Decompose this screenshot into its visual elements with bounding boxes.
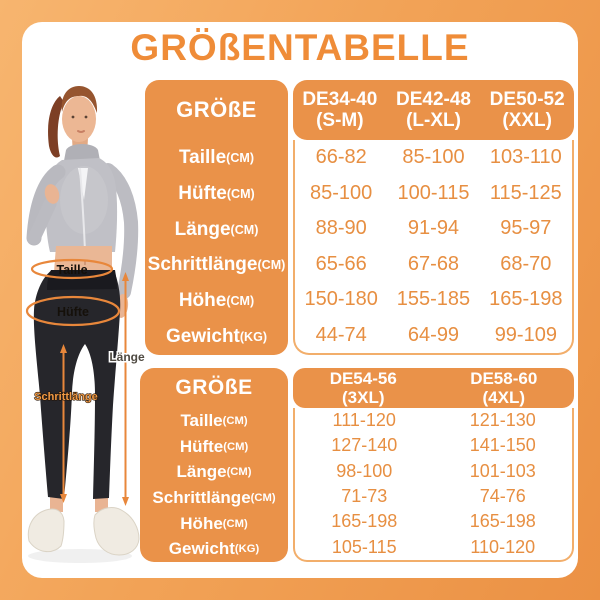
size-code: DE50-52: [489, 88, 565, 110]
size-value-cell: 99-109: [494, 323, 557, 346]
schrittlaenge-annotation-label: Schrittlänge: [34, 391, 98, 403]
table2-corner-label: GRÖßE: [175, 376, 253, 399]
size-fit: (L-XL): [406, 110, 461, 131]
table1-corner-label: GRÖßE: [176, 97, 257, 122]
hand: [44, 184, 60, 204]
table1-values-grid: 66-82 85-100 103-110 85-100 100-115 115-125 88…: [293, 140, 574, 355]
size-value-cell: 165-198: [489, 288, 563, 311]
row-label: Taille (CM): [178, 146, 254, 168]
column-header: DE34-40 (S-M): [293, 80, 387, 140]
arrow-up-icon: [60, 344, 67, 353]
table2-size-header: DE54-56 (3XL) DE58-60 (4XL): [293, 368, 574, 408]
row-label: Hüfte (CM): [179, 436, 249, 456]
ankle: [95, 496, 108, 512]
size-fit: (3XL): [342, 388, 385, 407]
lips: [77, 130, 85, 133]
size-value-cell: 71-73: [341, 486, 388, 507]
row-label: Taille (CM): [180, 410, 248, 430]
laenge-annotation-label: Länge: [109, 350, 145, 364]
table1-size-header: DE34-40 (S-M) DE42-48 (L-XL) DE50-52 (XX…: [293, 80, 574, 140]
huefte-measure-ellipse: [25, 295, 121, 327]
floor-shadow: [28, 549, 132, 563]
arrow-down-icon: [60, 494, 67, 503]
row-label: Länge (CM): [176, 462, 252, 482]
midriff: [54, 246, 112, 272]
size-value-cell: 95-97: [500, 217, 552, 240]
size-value-cell: 155-185: [396, 288, 471, 311]
size-value-cell: 85-100: [310, 181, 373, 204]
size-value-cell: 91-94: [407, 217, 460, 240]
huefte-annotation-label: Hüfte: [57, 305, 89, 319]
leggings: [33, 270, 121, 499]
hair: [61, 86, 98, 113]
size-value-cell: 64-99: [407, 323, 460, 346]
column-header: DE50-52 (XXL): [480, 80, 574, 140]
zipper: [79, 167, 86, 253]
arrow-up-icon: [122, 272, 129, 281]
size-value-cell: 67-68: [407, 252, 460, 275]
jacket-forearm: [27, 197, 57, 245]
column-header: DE54-56 (3XL): [293, 368, 434, 408]
size-value-cell: 165-198: [331, 511, 398, 532]
size-value-cell: 66-82: [315, 146, 367, 169]
table1-label-column: GRÖßE Taille (CM) Hüfte (CM) Länge (CM) Schrit…: [145, 80, 288, 355]
row-label: Gewicht (KG): [168, 539, 260, 559]
jacket-sleeve: [101, 163, 139, 299]
size-fit: (4XL): [482, 388, 526, 407]
size-code: DE58-60: [470, 368, 538, 388]
row-label: Höhe (CM): [180, 513, 248, 533]
size-value-cell: 141-150: [469, 435, 536, 456]
table2-label-column: GRÖßE Taille (CM) Hüfte (CM) Länge (CM) Schrit…: [140, 368, 288, 562]
size-fit: (XXL): [502, 110, 552, 131]
size-value-cell: 74-76: [479, 486, 526, 507]
eye: [84, 115, 88, 119]
row-label: Gewicht (KG): [165, 326, 268, 348]
size-value-cell: 105-115: [331, 536, 397, 557]
size-code: DE42-48: [396, 88, 471, 110]
size-code: DE34-40: [302, 88, 378, 110]
size-code: DE54-56: [329, 368, 397, 388]
size-value-cell: 85-100: [402, 146, 465, 169]
size-value-cell: 98-100: [336, 460, 393, 481]
row-label: Schrittlänge (CM): [152, 487, 276, 507]
ponytail: [48, 96, 64, 158]
taille-annotation-label: Taille: [56, 263, 87, 277]
sneaker: [93, 507, 140, 556]
column-header: DE58-60 (4XL): [434, 368, 575, 408]
size-value-cell: 165-198: [469, 511, 536, 532]
arrow-down-icon: [122, 497, 129, 506]
size-value-cell: 101-103: [469, 460, 536, 481]
eye: [71, 115, 75, 119]
model-photo: Taille Hüfte Länge Schrittlänge: [25, 86, 146, 563]
size-value-cell: 110-120: [470, 536, 536, 557]
row-label: Höhe (CM): [178, 290, 255, 312]
ankle: [50, 494, 63, 512]
size-value-cell: 127-140: [331, 435, 398, 456]
row-label: Länge (CM): [174, 218, 259, 240]
size-fit: (S-M): [316, 110, 364, 131]
row-label: Hüfte (CM): [178, 182, 255, 204]
size-value-cell: 88-90: [315, 217, 367, 240]
size-value-cell: 111-120: [332, 410, 396, 431]
sneaker: [27, 508, 65, 553]
size-value-cell: 68-70: [500, 252, 552, 275]
taille-measure-ellipse: [30, 258, 114, 280]
size-value-cell: 100-115: [397, 181, 470, 204]
face: [62, 96, 96, 142]
column-header: DE42-48 (L-XL): [387, 80, 481, 140]
page-title: GRÖßENTABELLE: [130, 27, 470, 68]
size-value-cell: 150-180: [304, 288, 378, 311]
size-value-cell: 103-110: [489, 146, 562, 169]
row-label: Schrittlänge (CM): [147, 254, 286, 276]
size-value-cell: 65-66: [315, 252, 367, 275]
size-value-cell: 44-74: [315, 323, 367, 346]
table2-values-grid: 111-120 121-130 127-140 141-150 98-100 101-10…: [293, 408, 574, 562]
size-value-cell: 115-125: [489, 181, 562, 204]
size-value-cell: 121-130: [469, 410, 536, 431]
